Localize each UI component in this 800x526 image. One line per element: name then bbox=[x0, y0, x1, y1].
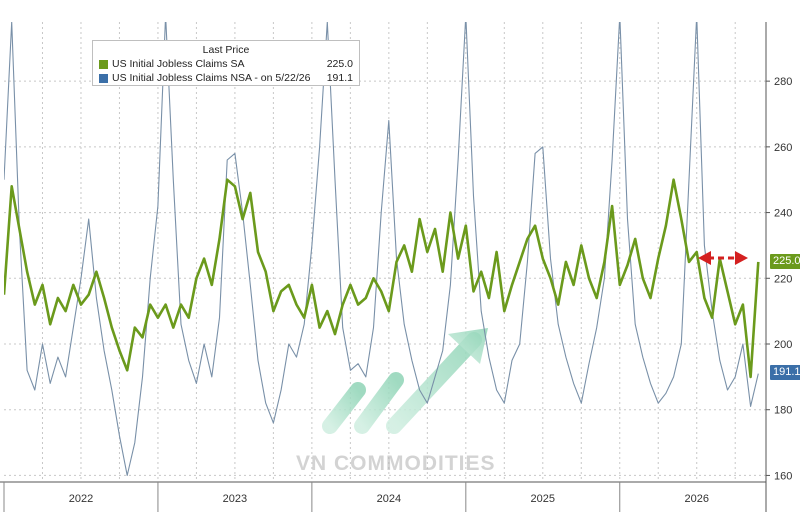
y-tick-label: 180 bbox=[774, 405, 792, 417]
x-tick-label: 2022 bbox=[69, 493, 93, 505]
legend-swatch-nsa bbox=[99, 73, 108, 83]
legend-item-sa: US Initial Jobless Claims SA 225.0 bbox=[99, 57, 353, 71]
y-tick-label: 200 bbox=[774, 339, 792, 351]
x-tick-label: 2024 bbox=[377, 493, 401, 505]
last-value-badge-nsa: 191.1 bbox=[770, 365, 800, 381]
y-tick-label: 220 bbox=[774, 273, 792, 285]
chart-legend: Last Price US Initial Jobless Claims SA … bbox=[92, 40, 360, 86]
grid bbox=[4, 22, 766, 482]
series-line-nsa bbox=[4, 22, 759, 476]
axes: 160 180 200 220 240 260 280 2022 2023 2024 2025 202… bbox=[0, 22, 792, 512]
x-tick-label: 2023 bbox=[223, 493, 247, 505]
legend-title: Last Price bbox=[202, 44, 250, 56]
last-value-badge-sa: 225.0 bbox=[770, 253, 800, 269]
legend-swatch-sa bbox=[99, 59, 108, 69]
y-tick-label: 260 bbox=[774, 142, 792, 154]
x-tick-label: 2025 bbox=[531, 493, 555, 505]
legend-item-nsa: US Initial Jobless Claims NSA - on 5/22/… bbox=[99, 71, 353, 85]
x-tick-label: 2026 bbox=[684, 493, 708, 505]
dashed-arrow-annotation bbox=[698, 251, 748, 265]
legend-value-nsa: 191.1 bbox=[326, 72, 353, 84]
growth-arrow-icon bbox=[322, 328, 488, 434]
legend-name-nsa: US Initial Jobless Claims NSA - on 5/22/… bbox=[112, 72, 311, 84]
legend-name-sa: US Initial Jobless Claims SA bbox=[112, 58, 245, 70]
series-layer bbox=[4, 22, 760, 476]
y-tick-label: 280 bbox=[774, 76, 792, 88]
legend-value-sa: 225.0 bbox=[326, 58, 353, 70]
series-line-sa bbox=[4, 178, 760, 379]
watermark-text: VN COMMODITIES bbox=[296, 452, 496, 475]
y-tick-label: 240 bbox=[774, 208, 792, 220]
y-tick-label: 160 bbox=[774, 470, 792, 482]
